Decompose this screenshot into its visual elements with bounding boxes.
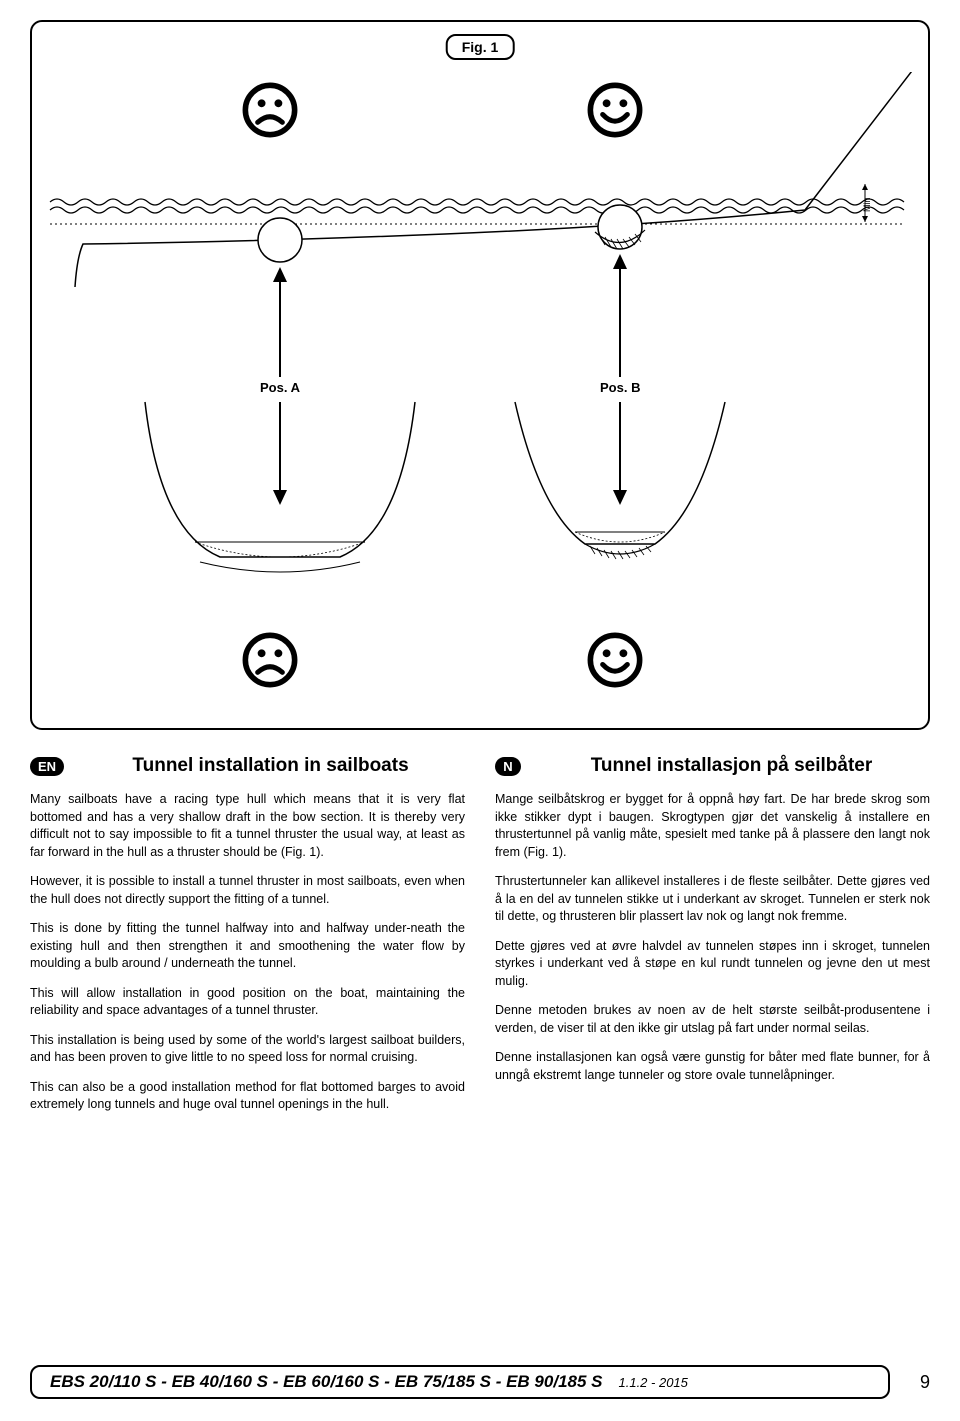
footer-date: 1.1.2 - 2015: [619, 1375, 688, 1390]
left-para: This installation is being used by some …: [30, 1032, 465, 1067]
left-column: EN Tunnel installation in sailboats Many…: [30, 755, 465, 1126]
smile-icon: [587, 632, 643, 688]
figure-label: Fig. 1: [446, 34, 515, 60]
right-para: Denne metoden brukes av noen av de helt …: [495, 1002, 930, 1037]
svg-text:Pos. A: Pos. A: [260, 380, 301, 395]
footer-models: EBS 20/110 S - EB 40/160 S - EB 60/160 S…: [50, 1372, 603, 1392]
right-para: Dette gjøres ved at øvre halvdel av tunn…: [495, 938, 930, 991]
lang-badge-n: N: [495, 757, 521, 776]
figure-container: Fig. 1 Min Pos. A: [30, 20, 930, 730]
right-title: Tunnel installasjon på seilbåter: [533, 755, 930, 777]
frown-icon: [242, 632, 298, 688]
lang-badge-en: EN: [30, 757, 64, 776]
svg-text:Pos. B: Pos. B: [600, 380, 640, 395]
svg-text:Min: Min: [862, 197, 872, 212]
right-para: Denne installasjonen kan også være gunst…: [495, 1049, 930, 1084]
left-para: Many sailboats have a racing type hull w…: [30, 791, 465, 861]
left-para: However, it is possible to install a tun…: [30, 873, 465, 908]
frown-icon: [242, 82, 298, 138]
footer-bar: EBS 20/110 S - EB 40/160 S - EB 60/160 S…: [30, 1365, 890, 1399]
left-para: This can also be a good installation met…: [30, 1079, 465, 1114]
text-columns: EN Tunnel installation in sailboats Many…: [30, 755, 930, 1126]
right-para: Thrustertunneler kan allikevel installer…: [495, 873, 930, 926]
page-number: 9: [910, 1372, 930, 1393]
page-footer: EBS 20/110 S - EB 40/160 S - EB 60/160 S…: [30, 1365, 930, 1399]
smile-icon: [587, 82, 643, 138]
left-title: Tunnel installation in sailboats: [76, 755, 465, 777]
right-para: Mange seilbåtskrog er bygget for å oppnå…: [495, 791, 930, 861]
left-para: This will allow installation in good pos…: [30, 985, 465, 1020]
tunnel-diagram: Min Pos. A Pos. B: [42, 72, 918, 712]
right-column: N Tunnel installasjon på seilbåter Mange…: [495, 755, 930, 1126]
left-para: This is done by fitting the tunnel halfw…: [30, 920, 465, 973]
